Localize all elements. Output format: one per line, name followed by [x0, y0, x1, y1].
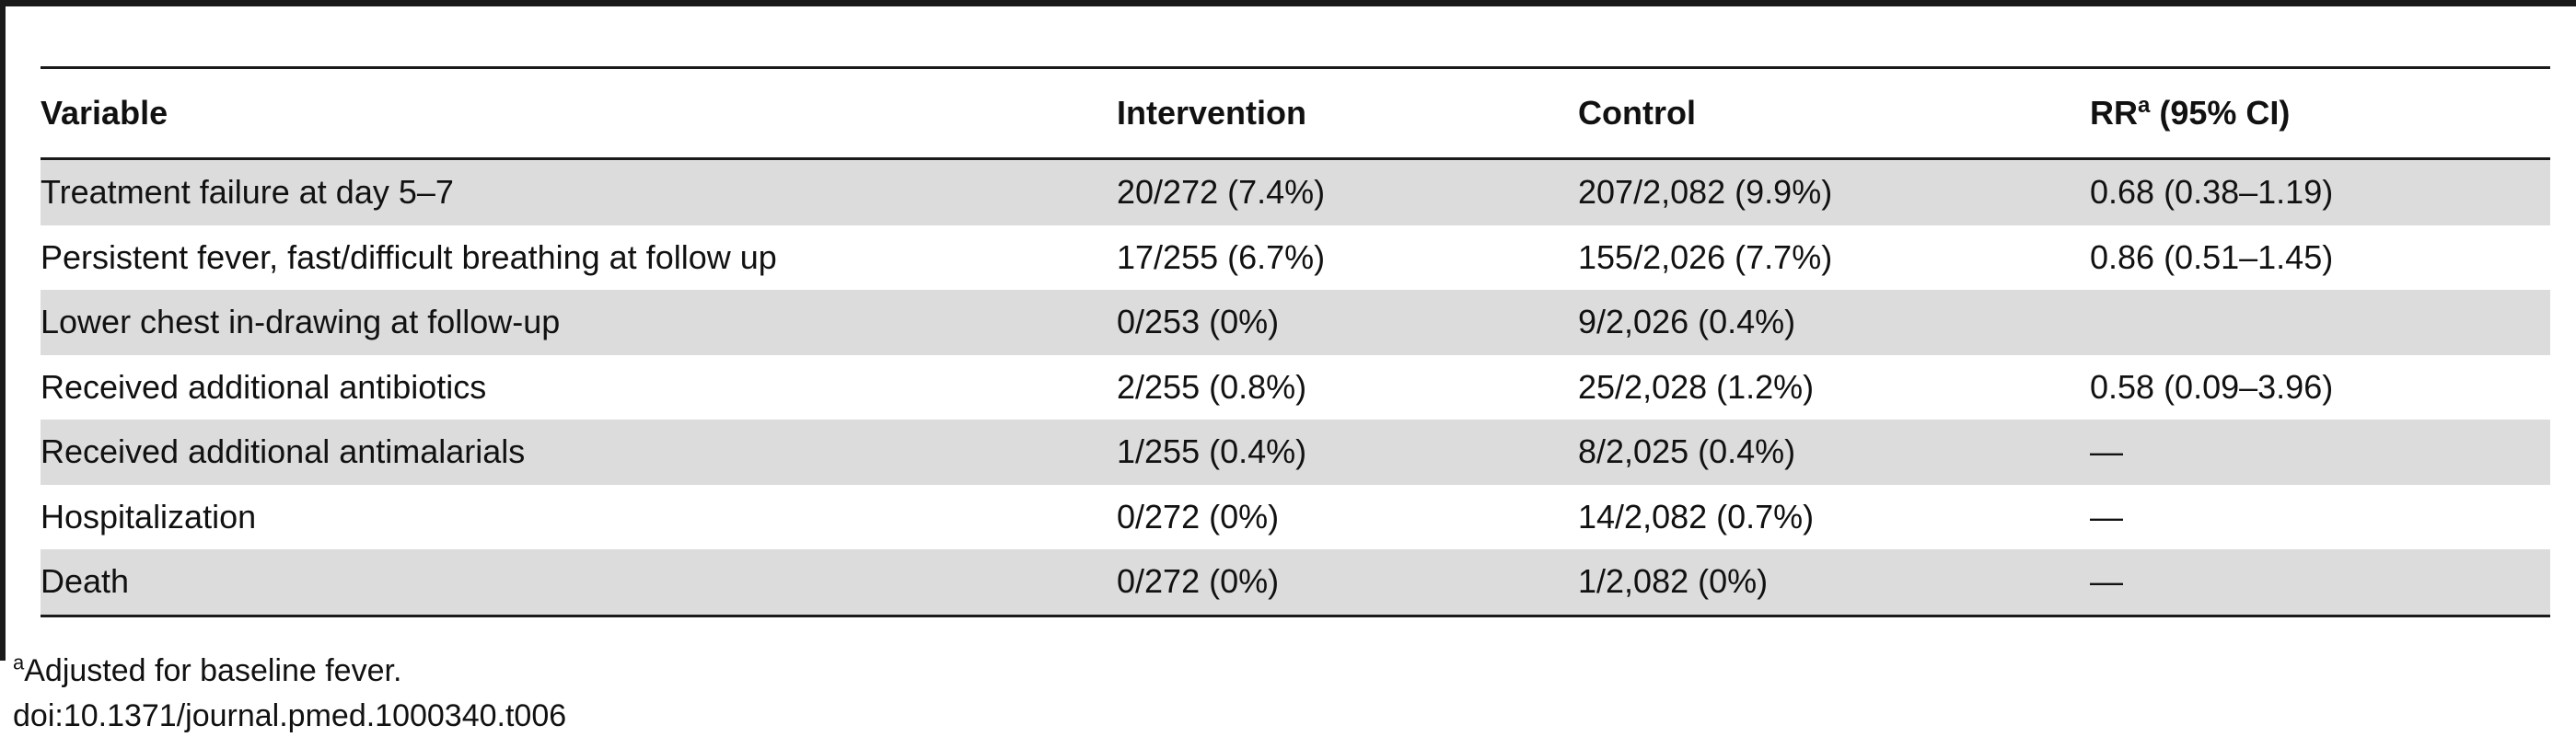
table-footnote: aAdjusted for baseline fever.: [13, 650, 401, 692]
table-row: Hospitalization 0/272 (0%) 14/2,082 (0.7…: [41, 485, 2550, 550]
cell-variable: Hospitalization: [41, 497, 257, 535]
cell-variable: Lower chest in-drawing at follow-up: [41, 303, 561, 341]
results-table: Variable Intervention Control RRa (95% C…: [41, 66, 2550, 617]
cell-rr: —: [2090, 497, 2123, 535]
cell-control: 207/2,082 (9.9%): [1578, 173, 1833, 212]
footnote-marker: a: [13, 651, 25, 674]
doi-line: doi:10.1371/journal.pmed.1000340.t006: [13, 698, 567, 733]
left-border: [0, 0, 6, 661]
cell-variable: Received additional antibiotics: [41, 367, 487, 406]
header-row: Variable Intervention Control RRa (95% C…: [41, 67, 2550, 159]
cell-intervention: 1/255 (0.4%): [1117, 432, 1307, 471]
cell-variable: Death: [41, 562, 130, 601]
results-table-container: Variable Intervention Control RRa (95% C…: [41, 66, 2550, 617]
cell-variable: Treatment failure at day 5–7: [41, 173, 454, 212]
table-row: Received additional antimalarials 1/255 …: [41, 420, 2550, 485]
header-intervention: Intervention: [1117, 94, 1307, 132]
table-row: Death 0/272 (0%) 1/2,082 (0%) —: [41, 549, 2550, 616]
cell-control: 14/2,082 (0.7%): [1578, 497, 1815, 535]
header-variable: Variable: [41, 94, 168, 132]
cell-rr: 0.58 (0.09–3.96): [2090, 367, 2334, 406]
cell-intervention: 0/253 (0%): [1117, 303, 1280, 341]
cell-intervention: 17/255 (6.7%): [1117, 237, 1326, 276]
table-body: Treatment failure at day 5–7 20/272 (7.4…: [41, 158, 2550, 616]
cell-control: 9/2,026 (0.4%): [1578, 303, 1796, 341]
cell-rr: 0.86 (0.51–1.45): [2090, 237, 2334, 276]
cell-rr: —: [2090, 432, 2123, 471]
cell-intervention: 0/272 (0%): [1117, 497, 1280, 535]
cell-variable: Persistent fever, fast/difficult breathi…: [41, 237, 777, 276]
table-row: Treatment failure at day 5–7 20/272 (7.4…: [41, 158, 2550, 225]
cell-intervention: 20/272 (7.4%): [1117, 173, 1326, 212]
table-row: Lower chest in-drawing at follow-up 0/25…: [41, 290, 2550, 355]
cell-control: 8/2,025 (0.4%): [1578, 432, 1796, 471]
table-row: Received additional antibiotics 2/255 (0…: [41, 355, 2550, 420]
header-rr-ci: (95% CI): [2150, 94, 2291, 132]
header-control: Control: [1578, 94, 1696, 132]
cell-intervention: 2/255 (0.8%): [1117, 367, 1307, 406]
table-row: Persistent fever, fast/difficult breathi…: [41, 225, 2550, 291]
cell-control: 155/2,026 (7.7%): [1578, 237, 1833, 276]
header-rr-footnote-marker: a: [2138, 93, 2151, 118]
header-rr: RRa (95% CI): [2090, 68, 2550, 159]
table-header: Variable Intervention Control RRa (95% C…: [41, 67, 2550, 159]
cell-control: 1/2,082 (0%): [1578, 562, 1769, 601]
footnote-text: Adjusted for baseline fever.: [24, 653, 402, 688]
top-border: [0, 0, 2576, 6]
cell-rr: [2090, 290, 2550, 355]
cell-intervention: 0/272 (0%): [1117, 562, 1280, 601]
cell-variable: Received additional antimalarials: [41, 432, 526, 471]
cell-rr: —: [2090, 562, 2123, 601]
cell-rr: 0.68 (0.38–1.19): [2090, 173, 2334, 212]
cell-control: 25/2,028 (1.2%): [1578, 367, 1815, 406]
header-rr-label: RR: [2090, 94, 2138, 132]
